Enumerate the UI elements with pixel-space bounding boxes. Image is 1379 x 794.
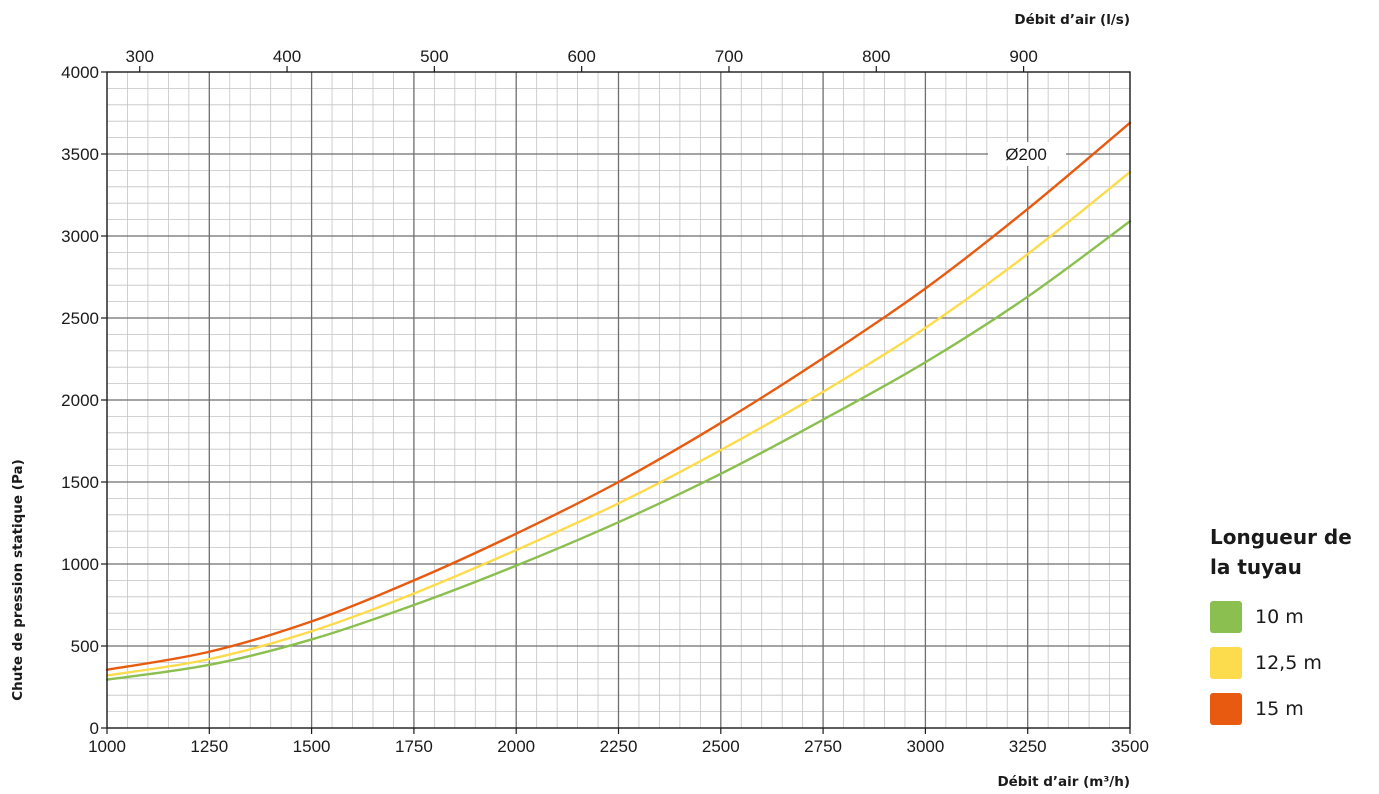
x2-axis-title: Débit d’air (l/s): [1014, 12, 1130, 28]
y-tick-label: 0: [90, 719, 99, 738]
x-tick-label: 1500: [293, 737, 331, 756]
y-tick-label: 500: [71, 637, 99, 656]
y-tick-label: 4000: [61, 63, 99, 82]
x-tick-label: 2250: [600, 737, 638, 756]
y-tick-label: 2500: [61, 309, 99, 328]
y-tick-label: 1000: [61, 555, 99, 574]
x-tick-label: 2500: [702, 737, 740, 756]
legend-item-0: 10 m: [1210, 594, 1375, 640]
legend-swatch: [1210, 693, 1242, 725]
legend-swatch: [1210, 601, 1242, 633]
axis-ticks: [101, 66, 1131, 734]
legend: Longueur de la tuyau 10 m 12,5 m 15 m: [1210, 522, 1375, 732]
x-tick-label: 1000: [88, 737, 126, 756]
legend-swatch: [1210, 647, 1242, 679]
legend-label: 15 m: [1255, 698, 1304, 720]
x-tick-label: 1750: [395, 737, 433, 756]
x2-tick-label: 700: [715, 47, 743, 66]
series-line-0: [105, 220, 1132, 681]
legend-title: Longueur de la tuyau: [1210, 525, 1352, 579]
series-line-1: [105, 170, 1132, 677]
x2-tick-label: 300: [126, 47, 154, 66]
x2-tick-label: 500: [420, 47, 448, 66]
legend-label: 12,5 m: [1255, 652, 1322, 674]
x-tick-label: 2750: [804, 737, 842, 756]
tick-labels: 1000 1250 1500 1750 2000 2250 2500 2750 3000 3250…: [61, 47, 1149, 756]
y-axis-title: Chute de pression statique (Pa): [10, 459, 26, 701]
x2-tick-label: 800: [862, 47, 890, 66]
x2-tick-label: 900: [1009, 47, 1037, 66]
x-tick-label: 3000: [906, 737, 944, 756]
x2-tick-label: 400: [273, 47, 301, 66]
annotation-background: [988, 142, 1066, 166]
series-line-2: [105, 121, 1132, 671]
y-tick-label: 2000: [61, 391, 99, 410]
legend-item-2: 15 m: [1210, 686, 1375, 732]
x-axis-title: Débit d’air (m³/h): [997, 774, 1130, 790]
y-tick-label: 3000: [61, 227, 99, 246]
x-tick-label: 2000: [497, 737, 535, 756]
x-tick-label: 3250: [1009, 737, 1047, 756]
legend-item-1: 12,5 m: [1210, 640, 1375, 686]
x2-tick-label: 600: [567, 47, 595, 66]
y-tick-label: 3500: [61, 145, 99, 164]
annotation-label: Ø200: [1005, 145, 1047, 164]
legend-label: 10 m: [1255, 606, 1304, 628]
x-tick-label: 3500: [1111, 737, 1149, 756]
series-layer: [105, 121, 1132, 681]
legend-items: 10 m 12,5 m 15 m: [1210, 594, 1375, 732]
y-tick-label: 1500: [61, 473, 99, 492]
annotation: Ø200: [988, 142, 1066, 166]
x-tick-label: 1250: [190, 737, 228, 756]
